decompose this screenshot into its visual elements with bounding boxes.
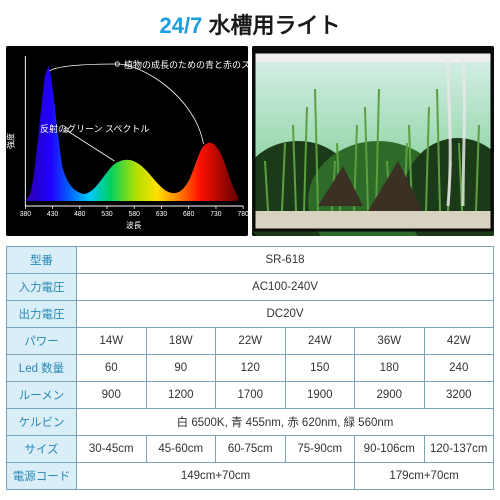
x-tick: 530 (101, 211, 112, 218)
table-cell: 45-60cm (146, 436, 216, 463)
table-cell: 2900 (355, 382, 425, 409)
spectrum-annot-2: 反射のグリーン スペクトル (40, 122, 149, 135)
table-cell: 60 (77, 355, 147, 382)
x-tick: 580 (129, 211, 140, 218)
table-cell: SR-618 (77, 247, 494, 274)
table-row: Led 数量6090120150180240 (7, 355, 494, 382)
row-header: サイズ (7, 436, 77, 463)
row-header: 出力電圧 (7, 301, 77, 328)
x-tick: 780 (238, 211, 248, 218)
row-header: ケルビン (7, 409, 77, 436)
x-tick: 680 (183, 211, 194, 218)
aquarium-photo (252, 46, 494, 236)
table-cell: 120-137cm (424, 436, 494, 463)
spectrum-panel: 380 430 480 530 580 630 680 730 780 強度 波長 植物の成長の… (6, 46, 248, 236)
table-cell: 1200 (146, 382, 216, 409)
aquarium-illustration (252, 46, 494, 236)
x-tick: 730 (210, 211, 221, 218)
table-cell: 900 (77, 382, 147, 409)
table-row: パワー14W18W22W24W36W42W (7, 328, 494, 355)
row-header: ルーメン (7, 382, 77, 409)
spec-table-container: 型番SR-618入力電圧AC100-240V出力電圧DC20Vパワー14W18W… (0, 236, 500, 490)
table-cell: 90-106cm (355, 436, 425, 463)
table-cell: 30-45cm (77, 436, 147, 463)
row-header: 型番 (7, 247, 77, 274)
page-title: 24/7 水槽用ライト (0, 0, 500, 46)
table-cell: 36W (355, 328, 425, 355)
x-tick: 430 (47, 211, 58, 218)
table-row: 型番SR-618 (7, 247, 494, 274)
table-cell: 60-75cm (216, 436, 286, 463)
table-cell: 75-90cm (285, 436, 355, 463)
table-row: 入力電圧AC100-240V (7, 274, 494, 301)
table-cell: 179cm+70cm (355, 463, 494, 490)
table-cell: 白 6500K, 青 455nm, 赤 620nm, 緑 560nm (77, 409, 494, 436)
table-cell: 14W (77, 328, 147, 355)
y-axis-label: 強度 (6, 133, 16, 149)
table-cell: 3200 (424, 382, 494, 409)
table-cell: 1900 (285, 382, 355, 409)
row-header: 入力電圧 (7, 274, 77, 301)
table-row: 出力電圧DC20V (7, 301, 494, 328)
table-row: サイズ30-45cm45-60cm60-75cm75-90cm90-106cm1… (7, 436, 494, 463)
table-cell: DC20V (77, 301, 494, 328)
table-cell: 180 (355, 355, 425, 382)
x-tick: 380 (20, 211, 31, 218)
x-tick: 480 (74, 211, 85, 218)
row-header: Led 数量 (7, 355, 77, 382)
table-cell: 18W (146, 328, 216, 355)
table-row: ルーメン90012001700190029003200 (7, 382, 494, 409)
table-cell: 149cm+70cm (77, 463, 355, 490)
table-cell: 90 (146, 355, 216, 382)
spectrum-annot-1: 植物の成長のための青と赤のスペクトル (124, 58, 248, 71)
image-panels: 380 430 480 530 580 630 680 730 780 強度 波長 植物の成長の… (0, 46, 500, 236)
table-cell: 22W (216, 328, 286, 355)
title-rest: 水槽用ライト (202, 13, 340, 38)
row-header: パワー (7, 328, 77, 355)
table-row: 電源コード149cm+70cm179cm+70cm (7, 463, 494, 490)
row-header: 電源コード (7, 463, 77, 490)
spec-table: 型番SR-618入力電圧AC100-240V出力電圧DC20Vパワー14W18W… (6, 246, 494, 490)
spectrum-chart: 380 430 480 530 580 630 680 730 780 強度 波長 (6, 46, 248, 236)
table-cell: AC100-240V (77, 274, 494, 301)
table-row: ケルビン白 6500K, 青 455nm, 赤 620nm, 緑 560nm (7, 409, 494, 436)
title-highlight: 24/7 (160, 13, 203, 38)
x-tick: 630 (156, 211, 167, 218)
table-cell: 42W (424, 328, 494, 355)
x-axis-label: 波長 (126, 220, 142, 230)
table-cell: 1700 (216, 382, 286, 409)
table-cell: 24W (285, 328, 355, 355)
table-cell: 240 (424, 355, 494, 382)
table-cell: 150 (285, 355, 355, 382)
table-cell: 120 (216, 355, 286, 382)
